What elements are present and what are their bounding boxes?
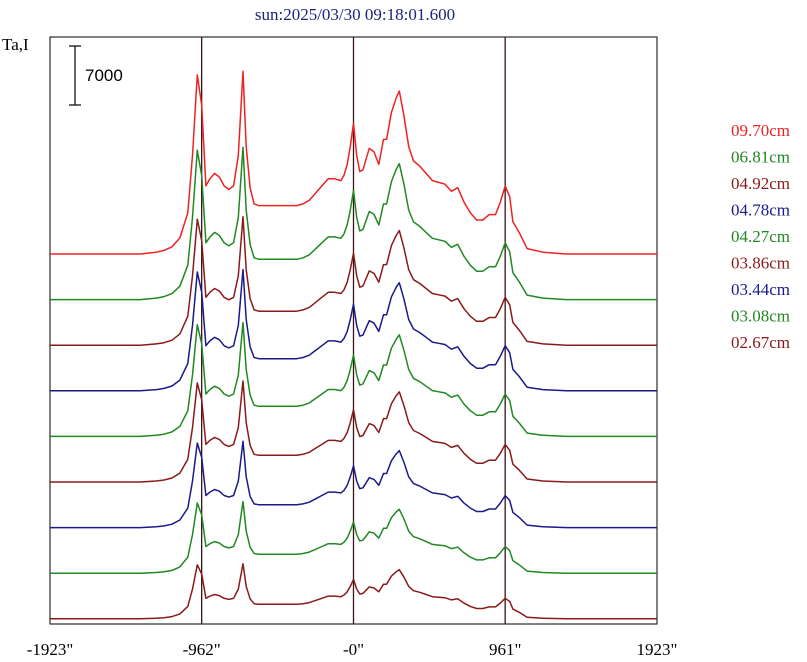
legend-entry: 03.08cm [731,307,790,326]
x-tick-label: 961" [489,640,521,659]
legend: 09.70cm 06.81cm 04.92cm 04.78cm 04.27cm 03.86… [731,121,790,352]
series-line-04.92cm [50,215,657,346]
legend-entry: 03.86cm [731,254,790,273]
legend-entry: 04.92cm [731,174,790,193]
x-tick-label: -1923" [27,640,74,659]
series-line-03.08cm [50,500,657,574]
series-line-04.27cm [50,321,657,438]
legend-entry: 09.70cm [731,121,790,140]
series-line-03.86cm [50,380,657,483]
vertical-markers [201,37,506,624]
scale-bar: 7000 [69,45,123,106]
x-tick-label: -962" [183,640,221,659]
series-line-02.67cm [50,562,657,620]
series-line-04.78cm [50,268,657,392]
y-axis-label: Ta,I [2,35,29,54]
legend-entry: 04.27cm [731,227,790,246]
series-line-03.44cm [50,440,657,529]
legend-entry: 04.78cm [731,201,790,220]
series-lines [50,70,657,620]
series-line-06.81cm [50,146,657,301]
chart-title: sun:2025/03/30 09:18:01.600 [255,5,455,24]
legend-entry: 03.44cm [731,280,790,299]
legend-entry: 06.81cm [731,148,790,167]
legend-entry: 02.67cm [731,333,790,352]
x-tick-label: -0" [343,640,364,659]
scale-bar-label: 7000 [85,66,123,85]
series-line-09.70cm [50,70,657,255]
x-tick-labels: -1923" -962" -0" 961" 1923" [27,640,678,659]
x-tick-label: 1923" [637,640,678,659]
